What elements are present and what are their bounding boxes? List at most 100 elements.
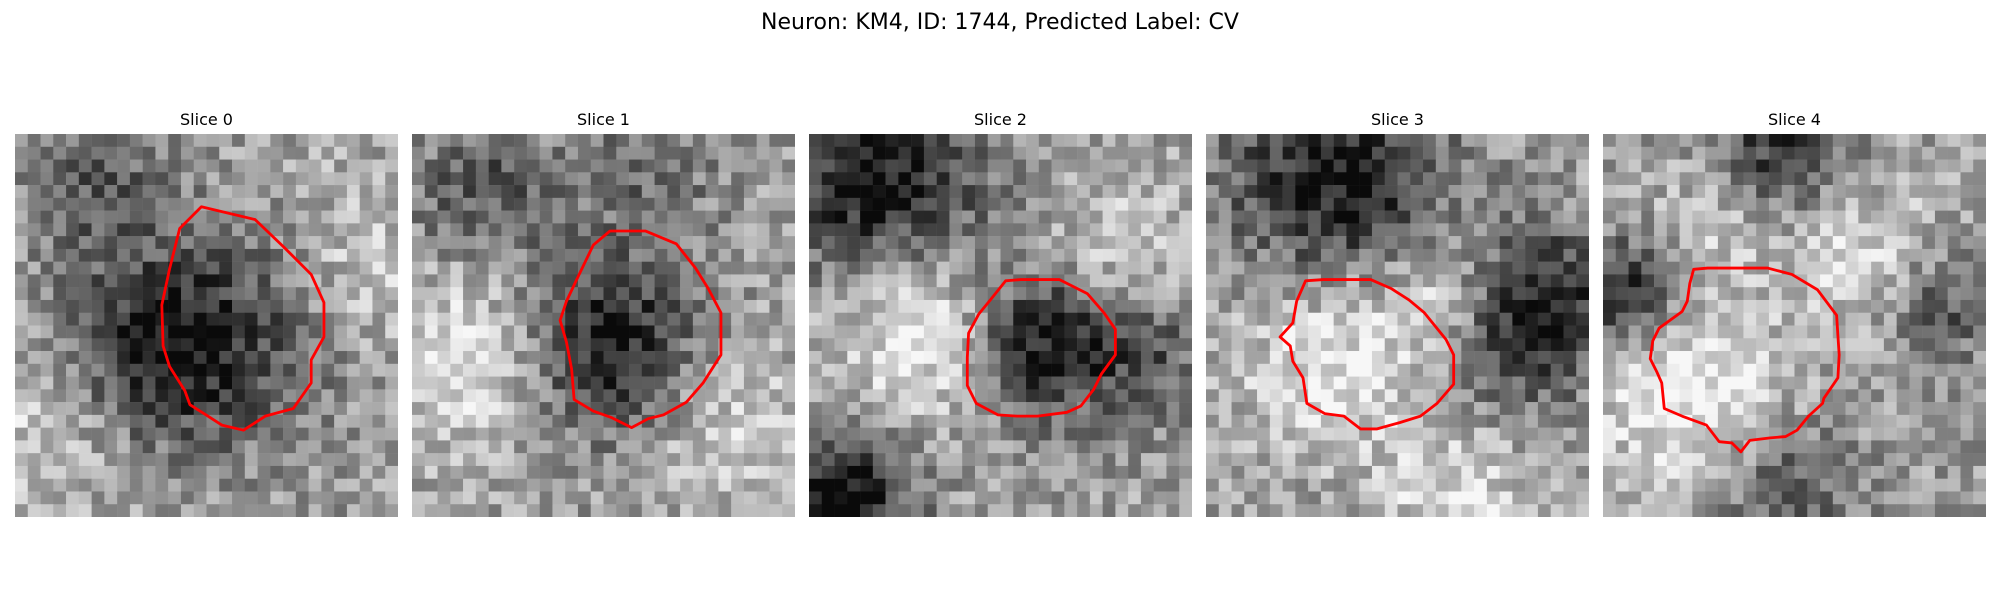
image-pixel [1231,351,1245,365]
image-pixel [949,248,963,262]
image-pixel [936,402,950,416]
image-pixel [743,427,757,441]
image-pixel [1474,172,1488,186]
image-pixel [1871,236,1885,250]
image-pixel [1026,465,1040,479]
image-pixel [129,402,143,416]
image-pixel [692,287,706,301]
image-pixel [117,146,131,160]
image-pixel [667,338,681,352]
image-pixel [53,236,67,250]
image-pixel [1576,287,1589,301]
image-pixel [590,338,604,352]
image-pixel [244,312,258,326]
image-pixel [1140,338,1154,352]
image-pixel [731,172,745,186]
image-pixel [1077,299,1091,313]
image-pixel [40,491,54,505]
image-pixel [1102,159,1116,173]
image-pixel [53,338,67,352]
image-pixel [1666,185,1680,199]
image-pixel [412,146,426,160]
image-pixel [412,402,426,416]
image-pixel [1102,261,1116,275]
image-pixel [334,287,348,301]
image-pixel [1231,440,1245,454]
image-pixel [1756,223,1770,237]
image-pixel [1705,351,1719,365]
image-pixel [1794,185,1808,199]
image-pixel [782,414,795,428]
image-pixel [898,325,912,339]
image-pixel [463,389,477,403]
image-pixel [1615,376,1629,390]
image-pixel [834,453,848,467]
image-pixel [1333,465,1347,479]
image-pixel [475,402,489,416]
image-pixel [1743,197,1757,211]
image-pixel [705,478,719,492]
image-pixel [1576,274,1589,288]
image-pixel [692,376,706,390]
image-pixel [1934,325,1948,339]
image-pixel [40,440,54,454]
image-pixel [1922,236,1936,250]
image-pixel [1333,248,1347,262]
image-pixel [1654,223,1668,237]
figure-title: Neuron: KM4, ID: 1744, Predicted Label: … [761,10,1239,35]
image-pixel [295,491,309,505]
image-pixel [1410,261,1424,275]
image-pixel [1218,338,1232,352]
image-pixel [1768,185,1782,199]
image-pixel [104,427,118,441]
image-pixel [1423,274,1437,288]
image-pixel [514,325,528,339]
image-pixel [295,312,309,326]
image-pixel [1218,453,1232,467]
image-pixel [450,376,464,390]
image-pixel [359,491,373,505]
image-pixel [1641,236,1655,250]
image-pixel [463,223,477,237]
image-pixel [898,248,912,262]
image-pixel [1346,465,1360,479]
image-pixel [1448,389,1462,403]
image-pixel [654,146,668,160]
image-pixel [860,414,874,428]
image-pixel [1244,325,1258,339]
image-pixel [526,376,540,390]
image-pixel [1000,478,1014,492]
image-pixel [1756,197,1770,211]
image-pixel [1896,299,1910,313]
image-pixel [1000,172,1014,186]
image-pixel [232,261,246,275]
image-pixel [1550,389,1564,403]
image-pixel [1756,465,1770,479]
image-pixel [1641,134,1655,148]
image-pixel [1820,185,1834,199]
image-pixel [117,223,131,237]
image-pixel [129,465,143,479]
image-pixel [295,261,309,275]
image-pixel [1525,146,1539,160]
image-pixel [270,491,284,505]
image-pixel [488,338,502,352]
image-pixel [1692,402,1706,416]
image-pixel [1820,351,1834,365]
image-pixel [346,440,360,454]
image-pixel [1128,427,1142,441]
image-pixel [834,389,848,403]
image-pixel [860,146,874,160]
image-pixel [385,325,398,339]
image-pixel [898,261,912,275]
image-pixel [641,299,655,313]
image-pixel [1794,172,1808,186]
image-pixel [552,414,566,428]
image-pixel [66,465,80,479]
image-pixel [334,363,348,377]
image-pixel [1820,236,1834,250]
image-pixel [603,389,617,403]
image-pixel [1461,453,1475,467]
image-pixel [821,185,835,199]
image-pixel [514,351,528,365]
